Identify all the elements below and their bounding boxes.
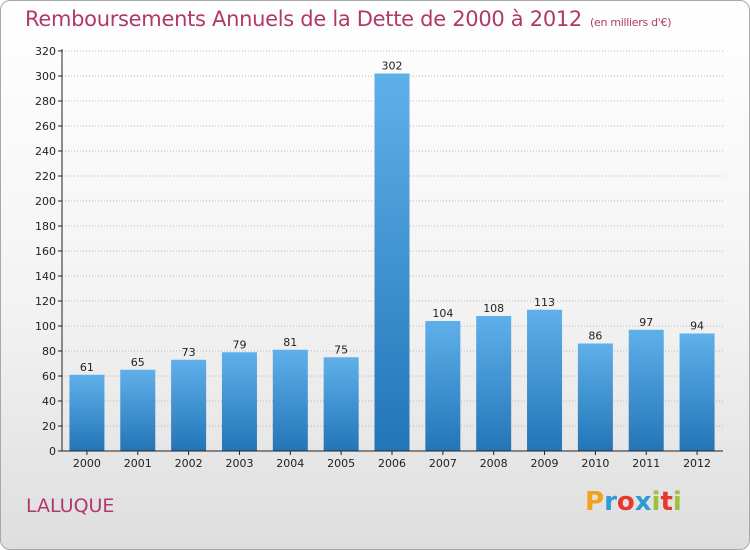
bar bbox=[476, 316, 512, 451]
y-tick-label: 140 bbox=[35, 270, 56, 283]
y-tick-label: 180 bbox=[35, 220, 56, 233]
y-tick-label: 220 bbox=[35, 170, 56, 183]
logo-letter: i bbox=[651, 487, 661, 517]
y-tick-label: 280 bbox=[35, 95, 56, 108]
x-tick-label: 2010 bbox=[581, 457, 609, 470]
bar bbox=[425, 321, 461, 451]
bar bbox=[120, 369, 156, 451]
axes: 0 20 40 60 80 100 120 140 160 180 200 220 240 260 280 3… bbox=[35, 45, 723, 470]
proxiti-logo[interactable]: Proxiti bbox=[585, 487, 682, 517]
y-tick-label: 320 bbox=[35, 45, 56, 58]
bar bbox=[272, 349, 308, 451]
bar-value-label: 73 bbox=[182, 346, 196, 359]
logo-letter: x bbox=[634, 487, 652, 517]
y-tick-label: 40 bbox=[42, 395, 56, 408]
x-tick-label: 2006 bbox=[378, 457, 406, 470]
bar bbox=[577, 343, 613, 451]
bar-value-label: 302 bbox=[382, 60, 403, 73]
x-tick-label: 2012 bbox=[683, 457, 711, 470]
bar-value-label: 113 bbox=[534, 296, 555, 309]
x-tick-label: 2005 bbox=[327, 457, 355, 470]
bar-value-label: 81 bbox=[283, 336, 297, 349]
y-tick-label: 20 bbox=[42, 420, 56, 433]
bar-value-label: 104 bbox=[432, 307, 453, 320]
bar bbox=[69, 374, 105, 451]
chart-subtitle: (en milliers d'€) bbox=[590, 16, 672, 29]
bar-value-label: 75 bbox=[334, 343, 348, 356]
x-tick-label: 2004 bbox=[276, 457, 304, 470]
bar-value-label: 86 bbox=[588, 330, 602, 343]
x-tick-label: 2003 bbox=[225, 457, 253, 470]
y-tick-label: 60 bbox=[42, 370, 56, 383]
logo-letter: o bbox=[616, 487, 635, 517]
y-tick-label: 300 bbox=[35, 70, 56, 83]
bar-value-label: 97 bbox=[639, 316, 653, 329]
bar bbox=[374, 73, 410, 451]
logo-letter: r bbox=[604, 487, 617, 517]
y-tick-label: 160 bbox=[35, 245, 56, 258]
x-tick-label: 2009 bbox=[531, 457, 559, 470]
y-tick-label: 260 bbox=[35, 120, 56, 133]
y-tick-label: 100 bbox=[35, 320, 56, 333]
y-tick-label: 200 bbox=[35, 195, 56, 208]
bar-value-label: 108 bbox=[483, 302, 504, 315]
bar-value-label: 65 bbox=[131, 356, 145, 369]
x-tick-label: 2011 bbox=[632, 457, 660, 470]
x-tick-label: 2008 bbox=[480, 457, 508, 470]
x-tick-label: 2001 bbox=[124, 457, 152, 470]
bar bbox=[221, 352, 257, 451]
place-name: LALUQUE bbox=[26, 495, 115, 517]
logo-letter: t bbox=[660, 487, 673, 517]
title-text: Remboursements Annuels de la Dette de 20… bbox=[25, 7, 582, 31]
bar bbox=[323, 357, 359, 451]
y-tick-label: 0 bbox=[49, 445, 56, 458]
x-tick-label: 2000 bbox=[73, 457, 101, 470]
y-tick-label: 120 bbox=[35, 295, 56, 308]
bar bbox=[527, 309, 563, 451]
bar-value-label: 79 bbox=[232, 338, 246, 351]
x-tick-label: 2007 bbox=[429, 457, 457, 470]
logo-letter: P bbox=[585, 487, 605, 517]
bar bbox=[628, 329, 664, 451]
chart-title: Remboursements Annuels de la Dette de 20… bbox=[25, 7, 671, 31]
y-tick-label: 240 bbox=[35, 145, 56, 158]
bar-value-label: 61 bbox=[80, 361, 94, 374]
bar-value-label: 94 bbox=[690, 320, 704, 333]
y-tick-label: 80 bbox=[42, 345, 56, 358]
logo-letter: i bbox=[672, 487, 682, 517]
bar bbox=[679, 333, 715, 451]
bar bbox=[171, 359, 207, 451]
x-tick-label: 2002 bbox=[175, 457, 203, 470]
bars: 61 65 73 79 81 75 302 104 108 113 86 97 94 bbox=[69, 60, 715, 451]
